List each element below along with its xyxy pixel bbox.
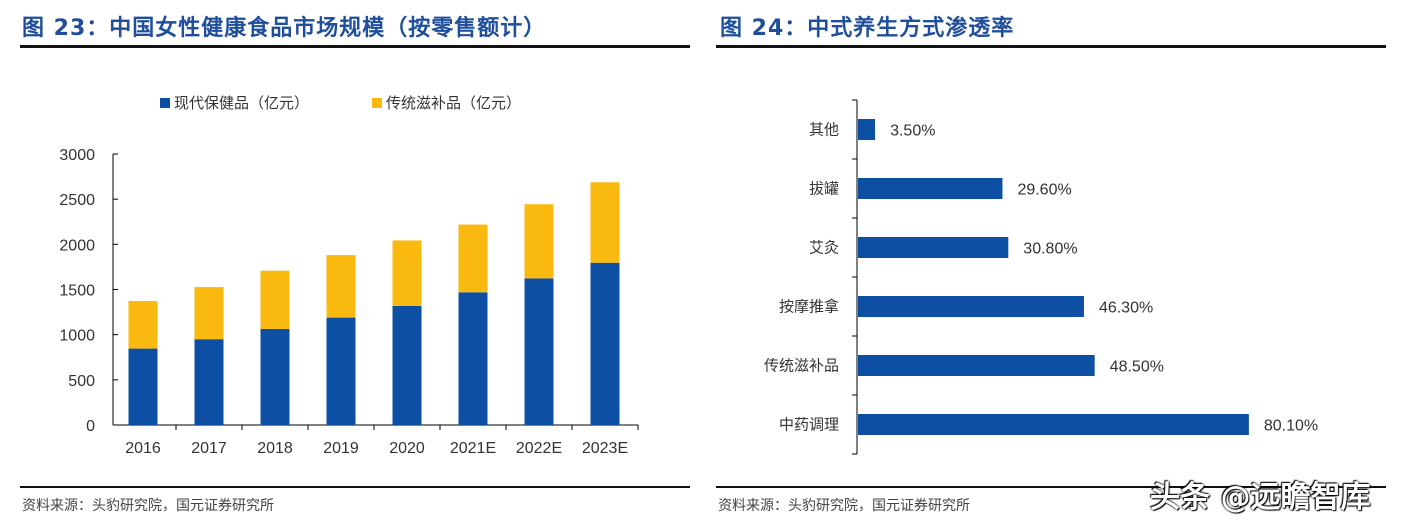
legend-label: 传统滋补品（亿元） (386, 95, 521, 112)
bar-traditional-2021E (458, 224, 488, 293)
bar-traditional-2018 (260, 270, 290, 329)
watermark: 头条 @远瞻智库 (1150, 480, 1371, 515)
bar-modern-2017 (194, 339, 224, 425)
bar-traditional-2022E (524, 204, 554, 279)
data-label: 80.10% (1264, 418, 1318, 435)
y-tick-label: 0 (86, 418, 95, 435)
x-tick-label: 2018 (257, 440, 293, 457)
data-label: 3.50% (890, 123, 935, 140)
figure-23-title: 图 23：中国女性健康食品市场规模（按零售额计） (22, 16, 547, 41)
x-tick-label: 2020 (389, 440, 425, 457)
bar-modern-2021E (458, 292, 488, 425)
bar-modern-2020 (392, 305, 422, 425)
data-label: 46.30% (1099, 300, 1153, 317)
bar-4 (858, 355, 1095, 376)
legend-label: 现代保健品（亿元） (174, 95, 309, 112)
bar-5 (858, 414, 1249, 435)
bar-modern-2022E (524, 278, 554, 425)
data-label: 30.80% (1023, 241, 1077, 258)
bar-modern-2016 (128, 348, 158, 425)
bar-traditional-2020 (392, 240, 422, 306)
bar-traditional-2019 (326, 255, 356, 318)
source-note-left: 资料来源：头豹研究院，国元证券研究所 (22, 498, 274, 514)
bar-traditional-2023E (590, 182, 620, 263)
source-note-right: 资料来源：头豹研究院，国元证券研究所 (718, 498, 970, 514)
x-tick-label: 2017 (191, 440, 227, 457)
bar-0 (858, 119, 876, 140)
legend-swatch (160, 98, 170, 108)
figure-24-title: 图 24：中式养生方式渗透率 (720, 16, 1015, 41)
bar-2 (858, 237, 1009, 258)
footer-rule-right (716, 486, 1386, 488)
footer-rule-left (20, 486, 690, 488)
x-tick-label: 2016 (125, 440, 161, 457)
y-tick-label: 2000 (59, 237, 95, 254)
data-label: 29.60% (1017, 182, 1071, 199)
y-tick-label: 1500 (59, 283, 95, 300)
x-tick-label: 2023E (582, 440, 628, 457)
category-label: 传统滋补品 (764, 358, 839, 375)
legend-swatch (372, 98, 382, 108)
bar-modern-2018 (260, 328, 290, 425)
bar-modern-2019 (326, 317, 356, 425)
y-tick-label: 1000 (59, 328, 95, 345)
category-label: 艾灸 (809, 240, 839, 257)
category-label: 其他 (809, 122, 839, 139)
bar-modern-2023E (590, 262, 620, 425)
category-label: 拔罐 (809, 181, 839, 198)
bar-traditional-2017 (194, 287, 224, 340)
category-label: 按摩推拿 (779, 298, 839, 316)
x-tick-label: 2022E (516, 440, 562, 457)
bar-traditional-2016 (128, 300, 158, 349)
category-label: 中药调理 (779, 417, 839, 434)
y-tick-label: 500 (68, 373, 95, 390)
y-tick-label: 3000 (59, 147, 95, 164)
y-tick-label: 2500 (59, 192, 95, 209)
horizontal-bar-chart: 其他 3.50% 拔罐 29.60% 艾灸 30.80% 按摩推拿 46.30% 传统滋补品 48… (764, 99, 1318, 455)
bar-1 (858, 178, 1003, 199)
title-rule-right (716, 45, 1386, 48)
x-tick-label: 2019 (323, 440, 359, 457)
data-label: 48.50% (1110, 359, 1164, 376)
stacked-bar-chart: 0 500 1000 1500 2000 2500 3000 2016 2017 2018 2019… (59, 95, 639, 457)
x-tick-label: 2021E (450, 440, 496, 457)
bar-3 (858, 296, 1084, 317)
title-rule-left (20, 45, 690, 48)
